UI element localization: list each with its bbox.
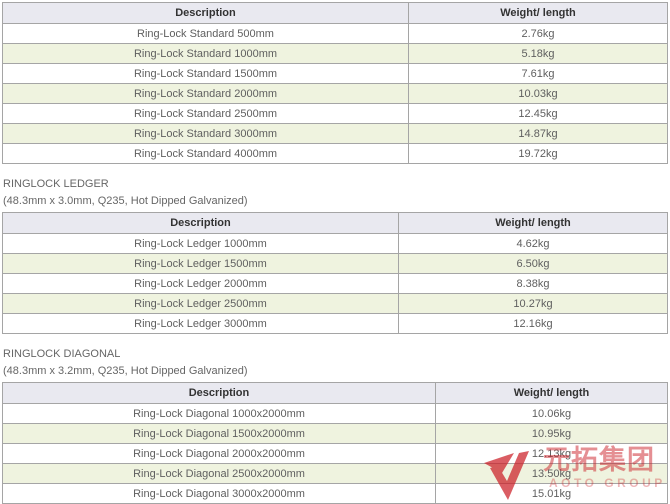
table-header-row: Description Weight/ length bbox=[2, 382, 668, 404]
description-cell: Ring-Lock Standard 1500mm bbox=[2, 63, 409, 84]
ringlock-ledger-table: Description Weight/ length Ring-Lock Led… bbox=[2, 212, 668, 334]
table-header-row: Description Weight/ length bbox=[2, 2, 668, 24]
description-cell: Ring-Lock Diagonal 2000x2000mm bbox=[2, 443, 436, 464]
weight-column-header: Weight/ length bbox=[435, 382, 668, 404]
table-row: Ring-Lock Standard 500mm 2.76kg bbox=[2, 23, 668, 44]
description-cell: Ring-Lock Standard 1000mm bbox=[2, 43, 409, 64]
description-cell: Ring-Lock Diagonal 1500x2000mm bbox=[2, 423, 436, 444]
weight-cell: 15.01kg bbox=[435, 483, 668, 504]
description-cell: Ring-Lock Standard 4000mm bbox=[2, 143, 409, 164]
section-title-diagonal: RINGLOCK DIAGONAL bbox=[3, 348, 121, 360]
table-header-row: Description Weight/ length bbox=[2, 212, 668, 234]
weight-cell: 19.72kg bbox=[408, 143, 668, 164]
ringlock-standard-table: Description Weight/ length Ring-Lock Sta… bbox=[2, 2, 668, 164]
table-row: Ring-Lock Ledger 3000mm 12.16kg bbox=[2, 313, 668, 334]
weight-cell: 5.18kg bbox=[408, 43, 668, 64]
description-cell: Ring-Lock Diagonal 3000x2000mm bbox=[2, 483, 436, 504]
description-column-header: Description bbox=[2, 2, 409, 24]
table-row: Ring-Lock Diagonal 1500x2000mm 10.95kg bbox=[2, 423, 668, 444]
weight-cell: 10.06kg bbox=[435, 403, 668, 424]
section-subtitle-ledger: (48.3mm x 3.0mm, Q235, Hot Dipped Galvan… bbox=[3, 195, 248, 207]
weight-cell: 12.16kg bbox=[398, 313, 668, 334]
weight-cell: 12.13kg bbox=[435, 443, 668, 464]
table-row: Ring-Lock Standard 4000mm 19.72kg bbox=[2, 143, 668, 164]
table-row: Ring-Lock Standard 3000mm 14.87kg bbox=[2, 123, 668, 144]
weight-column-header: Weight/ length bbox=[408, 2, 668, 24]
table-row: Ring-Lock Diagonal 2000x2000mm 12.13kg bbox=[2, 443, 668, 464]
description-cell: Ring-Lock Ledger 3000mm bbox=[2, 313, 399, 334]
weight-cell: 10.95kg bbox=[435, 423, 668, 444]
table-row: Ring-Lock Standard 1000mm 5.18kg bbox=[2, 43, 668, 64]
weight-cell: 10.03kg bbox=[408, 83, 668, 104]
weight-cell: 7.61kg bbox=[408, 63, 668, 84]
weight-cell: 6.50kg bbox=[398, 253, 668, 274]
description-cell: Ring-Lock Standard 2500mm bbox=[2, 103, 409, 124]
description-cell: Ring-Lock Standard 3000mm bbox=[2, 123, 409, 144]
table-row: Ring-Lock Ledger 1500mm 6.50kg bbox=[2, 253, 668, 274]
description-cell: Ring-Lock Diagonal 2500x2000mm bbox=[2, 463, 436, 484]
table-row: Ring-Lock Diagonal 3000x2000mm 15.01kg bbox=[2, 483, 668, 504]
table-row: Ring-Lock Standard 2000mm 10.03kg bbox=[2, 83, 668, 104]
description-cell: Ring-Lock Ledger 2500mm bbox=[2, 293, 399, 314]
weight-cell: 2.76kg bbox=[408, 23, 668, 44]
weight-cell: 14.87kg bbox=[408, 123, 668, 144]
section-title-ledger: RINGLOCK LEDGER bbox=[3, 178, 109, 190]
description-column-header: Description bbox=[2, 382, 436, 404]
section-subtitle-diagonal: (48.3mm x 3.2mm, Q235, Hot Dipped Galvan… bbox=[3, 365, 248, 377]
description-cell: Ring-Lock Standard 2000mm bbox=[2, 83, 409, 104]
description-column-header: Description bbox=[2, 212, 399, 234]
description-cell: Ring-Lock Ledger 1500mm bbox=[2, 253, 399, 274]
weight-cell: 13.50kg bbox=[435, 463, 668, 484]
table-row: Ring-Lock Standard 2500mm 12.45kg bbox=[2, 103, 668, 124]
table-row: Ring-Lock Ledger 2000mm 8.38kg bbox=[2, 273, 668, 294]
table-row: Ring-Lock Diagonal 1000x2000mm 10.06kg bbox=[2, 403, 668, 424]
table-row: Ring-Lock Ledger 1000mm 4.62kg bbox=[2, 233, 668, 254]
description-cell: Ring-Lock Diagonal 1000x2000mm bbox=[2, 403, 436, 424]
weight-cell: 12.45kg bbox=[408, 103, 668, 124]
table-row: Ring-Lock Standard 1500mm 7.61kg bbox=[2, 63, 668, 84]
ringlock-diagonal-table: Description Weight/ length Ring-Lock Dia… bbox=[2, 382, 668, 504]
table-row: Ring-Lock Ledger 2500mm 10.27kg bbox=[2, 293, 668, 314]
weight-cell: 8.38kg bbox=[398, 273, 668, 294]
table-row: Ring-Lock Diagonal 2500x2000mm 13.50kg bbox=[2, 463, 668, 484]
description-cell: Ring-Lock Ledger 2000mm bbox=[2, 273, 399, 294]
description-cell: Ring-Lock Ledger 1000mm bbox=[2, 233, 399, 254]
weight-cell: 10.27kg bbox=[398, 293, 668, 314]
weight-column-header: Weight/ length bbox=[398, 212, 668, 234]
weight-cell: 4.62kg bbox=[398, 233, 668, 254]
description-cell: Ring-Lock Standard 500mm bbox=[2, 23, 409, 44]
